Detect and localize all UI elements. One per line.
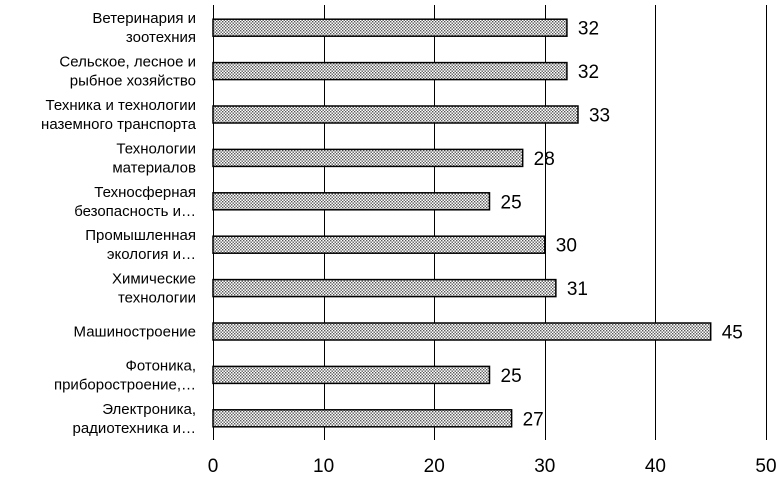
category-label: Сельское, лесное и рыбное хозяйство	[59, 54, 196, 90]
category-label-line: Промышленная	[85, 227, 196, 244]
x-tick-label: 0	[208, 456, 219, 477]
bar	[212, 278, 557, 298]
data-label: 32	[578, 62, 599, 83]
bar	[212, 192, 491, 211]
category-label-line: технологии	[118, 290, 196, 307]
category-label: Техносферная безопасность и…	[74, 184, 196, 220]
bar	[212, 148, 524, 168]
category-label-line: Машиностроение	[74, 324, 196, 341]
category-label-line: приборостроение,…	[54, 376, 196, 393]
category-label-line: Сельское, лесное и	[59, 54, 196, 71]
bars	[212, 18, 712, 428]
bar	[212, 105, 579, 124]
x-tick-label: 20	[424, 456, 445, 477]
category-label-line: Фотоника,	[125, 357, 196, 374]
category-label: Электроника, радиотехника и…	[73, 401, 197, 437]
category-label-line: Электроника,	[102, 401, 196, 418]
category-label-line: материалов	[112, 159, 196, 176]
category-label-line: радиотехника и…	[73, 420, 197, 437]
category-label: Фотоника, приборостроение,…	[54, 357, 196, 393]
x-tick-label: 50	[755, 456, 776, 477]
bar	[212, 235, 546, 254]
category-label-line: экология и…	[107, 246, 196, 263]
category-label-line: наземного транспорта	[41, 116, 197, 133]
data-label: 27	[523, 409, 544, 430]
data-label: 28	[534, 149, 555, 170]
x-tick-label: 40	[645, 456, 666, 477]
data-label: 33	[589, 106, 610, 127]
category-label-line: зоотехния	[126, 29, 196, 46]
category-label-line: Ветеринария и	[92, 10, 196, 27]
bar	[212, 61, 568, 81]
category-label-line: Химические	[112, 271, 196, 288]
data-label: 25	[501, 192, 522, 213]
category-label: Машиностроение	[74, 324, 196, 341]
data-label: 31	[567, 279, 588, 300]
category-label: Технологии материалов	[112, 140, 196, 176]
category-label: Промышленная экология и…	[85, 227, 196, 263]
data-label: 32	[578, 19, 599, 40]
x-tick-label: 30	[534, 456, 555, 477]
category-label-line: рыбное хозяйство	[70, 73, 196, 90]
category-label: Ветеринария и зоотехния	[92, 10, 196, 46]
category-label-line: Техника и технологии	[46, 97, 196, 114]
bar	[212, 409, 513, 428]
data-label: 45	[722, 323, 743, 344]
category-label: Химические технологии	[112, 271, 196, 307]
category-label-line: Техносферная	[94, 184, 196, 201]
labels: 0 10 20 30 40 50 32 Ветеринария и зоотехния 32 Сел…	[41, 10, 777, 477]
data-label: 30	[556, 236, 577, 257]
bar	[212, 18, 568, 37]
category-label: Техника и технологии наземного транспорта	[41, 97, 197, 133]
category-label-line: безопасность и…	[74, 203, 196, 220]
bar	[212, 365, 491, 385]
data-label: 25	[501, 366, 522, 387]
x-tick-label: 10	[313, 456, 334, 477]
bar	[212, 322, 712, 341]
category-label-line: Технологии	[116, 140, 196, 157]
